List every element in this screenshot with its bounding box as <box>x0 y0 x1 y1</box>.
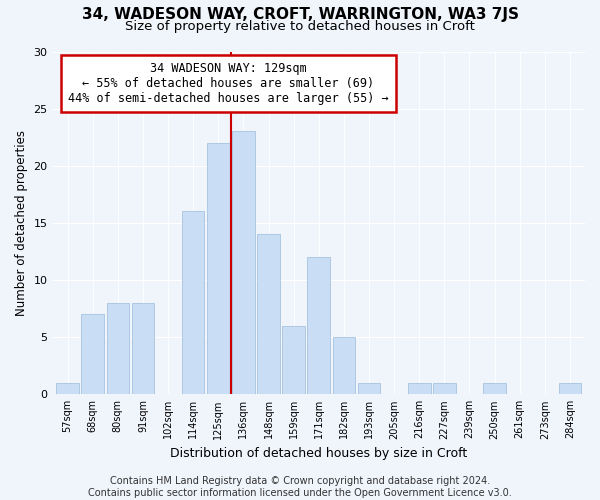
Bar <box>408 383 431 394</box>
Bar <box>433 383 455 394</box>
Text: Size of property relative to detached houses in Croft: Size of property relative to detached ho… <box>125 20 475 33</box>
Text: 34 WADESON WAY: 129sqm
← 55% of detached houses are smaller (69)
44% of semi-det: 34 WADESON WAY: 129sqm ← 55% of detached… <box>68 62 389 105</box>
Y-axis label: Number of detached properties: Number of detached properties <box>15 130 28 316</box>
Text: 34, WADESON WAY, CROFT, WARRINGTON, WA3 7JS: 34, WADESON WAY, CROFT, WARRINGTON, WA3 … <box>82 8 518 22</box>
Bar <box>332 337 355 394</box>
Bar <box>207 143 230 395</box>
Text: Contains HM Land Registry data © Crown copyright and database right 2024.
Contai: Contains HM Land Registry data © Crown c… <box>88 476 512 498</box>
Bar <box>232 132 255 394</box>
Bar <box>483 383 506 394</box>
Bar <box>358 383 380 394</box>
Bar <box>131 303 154 394</box>
Bar <box>307 257 330 394</box>
Bar <box>257 234 280 394</box>
Bar <box>182 212 205 394</box>
Bar <box>283 326 305 394</box>
Bar <box>56 383 79 394</box>
Bar <box>559 383 581 394</box>
X-axis label: Distribution of detached houses by size in Croft: Distribution of detached houses by size … <box>170 447 467 460</box>
Bar <box>82 314 104 394</box>
Bar <box>107 303 129 394</box>
